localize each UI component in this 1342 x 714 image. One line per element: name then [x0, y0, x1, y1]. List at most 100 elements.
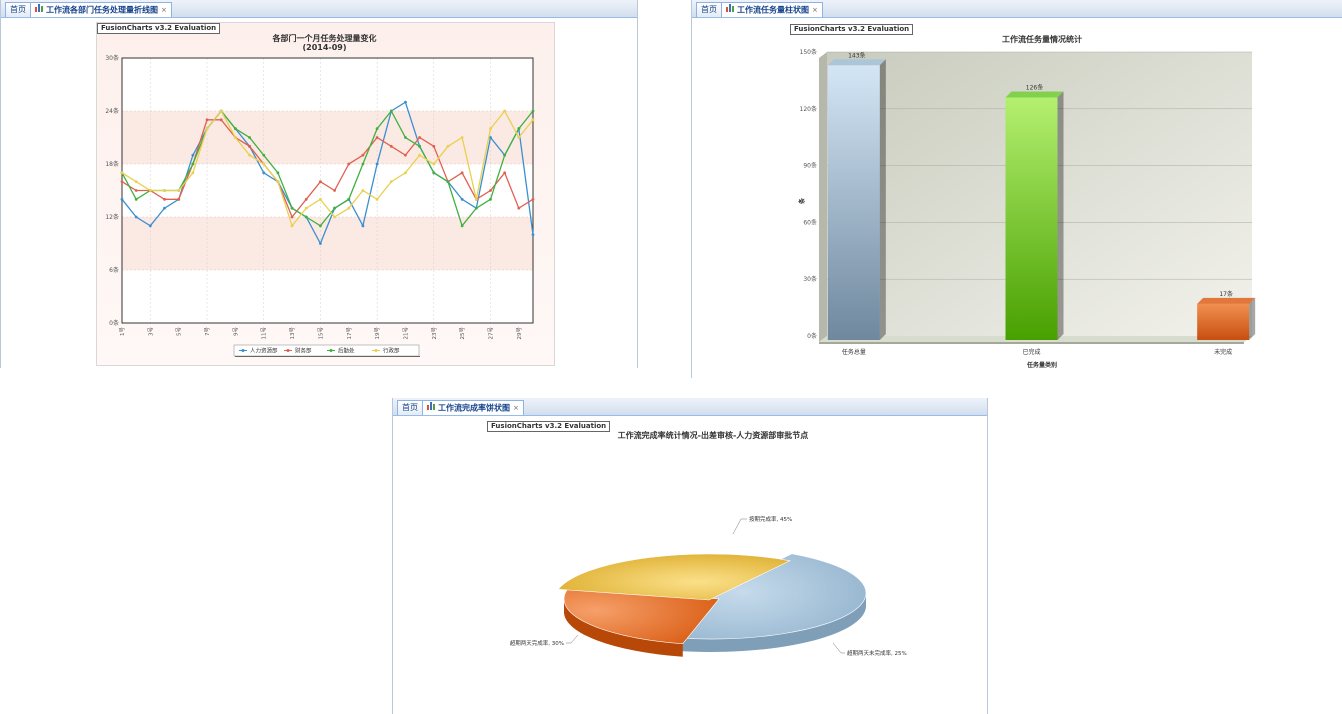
data-point [517, 206, 521, 210]
data-point [304, 215, 308, 219]
x-tick-label: 23号 [431, 327, 438, 340]
data-point [120, 171, 124, 175]
series-line [121, 101, 534, 246]
data-point [262, 153, 266, 157]
data-point [347, 197, 351, 201]
data-point [177, 197, 181, 201]
legend-label: 财务部 [295, 347, 312, 355]
x-tick-label: 7号 [204, 327, 211, 336]
bar-top [1197, 297, 1256, 304]
tab-bar: 首页 工作流任务量柱状图 × [692, 0, 1342, 18]
x-tick-label: 17号 [346, 327, 353, 340]
data-point [361, 224, 365, 228]
data-point [460, 136, 464, 139]
tab-home-label: 首页 [701, 5, 717, 14]
tab-pie-chart-label: 工作流完成率饼状图 [438, 403, 510, 413]
data-point [460, 171, 464, 175]
data-point [319, 224, 322, 228]
tab-home-label: 首页 [402, 403, 418, 412]
tab-pie-chart[interactable]: 工作流完成率饼状图 × [422, 400, 524, 415]
tab-home-label: 首页 [10, 5, 26, 14]
data-point [432, 162, 436, 166]
data-point [418, 153, 422, 157]
data-point [531, 109, 535, 113]
data-point [319, 197, 322, 201]
data-point [531, 233, 535, 237]
bar-chart-icon [427, 401, 436, 415]
data-point [134, 197, 138, 201]
x-tick-label: 13号 [289, 327, 296, 340]
data-point [389, 144, 393, 148]
legend-marker [241, 349, 245, 352]
data-point [460, 224, 464, 228]
pie-chart-panel: 首页 工作流完成率饼状图 × FusionCharts v3.2 Evaluati… [392, 398, 988, 714]
x-tick-label: 任务总量 [842, 348, 866, 356]
close-icon[interactable]: × [161, 6, 167, 14]
data-point [418, 144, 422, 148]
data-point [304, 206, 308, 210]
data-point [531, 197, 535, 201]
data-point [177, 189, 181, 192]
data-point [191, 153, 195, 157]
x-tick-label: 29号 [516, 327, 523, 340]
data-point [503, 153, 507, 157]
data-point [290, 206, 294, 210]
bar-value-label: 17条 [1219, 290, 1233, 298]
bar-top [827, 59, 886, 66]
tab-bar-chart[interactable]: 工作流任务量柱状图 × [721, 2, 823, 17]
plot-side-wall [819, 52, 827, 342]
data-point [248, 153, 251, 157]
plot-floor-edge [819, 342, 1244, 344]
y-tick-label: 18条 [105, 160, 119, 168]
bar-side [879, 59, 886, 341]
evaluation-watermark: FusionCharts v3.2 Evaluation [97, 23, 221, 34]
bar [1197, 303, 1250, 340]
pie-chart: 按期完成率, 45% 超期两天未完成率, 25% 超期两天完成率, 30% [510, 515, 907, 657]
y-tick-label: 0条 [807, 332, 817, 340]
data-point [517, 127, 521, 131]
pie-slice-label: 超期两天完成率, 30% [510, 639, 564, 647]
evaluation-watermark: FusionCharts v3.2 Evaluation [487, 421, 611, 432]
data-point [446, 144, 450, 148]
close-icon[interactable]: × [812, 6, 818, 14]
tab-line-chart-label: 工作流各部门任务处理量折线图 [46, 5, 158, 15]
series-line [121, 119, 534, 219]
data-point [375, 197, 379, 201]
data-point [191, 171, 195, 175]
data-point [276, 180, 280, 184]
data-point [319, 242, 322, 245]
data-point [319, 180, 322, 184]
data-point [531, 118, 535, 122]
tab-line-chart[interactable]: 工作流各部门任务处理量折线图 × [30, 2, 172, 17]
close-icon[interactable]: × [513, 404, 519, 412]
x-tick-label: 5号 [176, 327, 183, 336]
data-point [375, 162, 379, 166]
data-point [347, 206, 351, 210]
y-tick-label: 60条 [803, 218, 817, 226]
data-point [489, 127, 492, 131]
bar-value-label: 143条 [848, 51, 865, 59]
data-point [148, 189, 152, 192]
legend-marker [329, 349, 333, 352]
pie-label-connector [732, 518, 747, 535]
data-point [432, 171, 436, 175]
data-point [290, 215, 294, 219]
data-point [120, 197, 124, 201]
tab-bar: 首页 工作流完成率饼状图 × [393, 398, 987, 416]
data-point [404, 171, 407, 175]
line-chart-panel: 首页 工作流各部门任务处理量折线图 × FusionCharts v3.2 Eva… [0, 0, 638, 368]
data-point [503, 171, 507, 175]
data-point [205, 118, 209, 122]
data-point [474, 197, 478, 201]
data-point [375, 136, 379, 139]
chart-title: 工作流完成率统计情况-出差审核-人力资源部审批节点 [617, 431, 809, 440]
data-point [219, 118, 223, 122]
pie-slice-label: 按期完成率, 45% [749, 515, 792, 523]
data-point [205, 127, 209, 131]
chart-title: 各部门一个月任务处理量变化 [272, 34, 377, 43]
bar-chart-icon [726, 3, 735, 17]
legend-label: 后勤处 [338, 347, 355, 355]
data-point [489, 197, 492, 201]
x-tick-label: 15号 [317, 327, 324, 340]
data-point [248, 144, 251, 148]
